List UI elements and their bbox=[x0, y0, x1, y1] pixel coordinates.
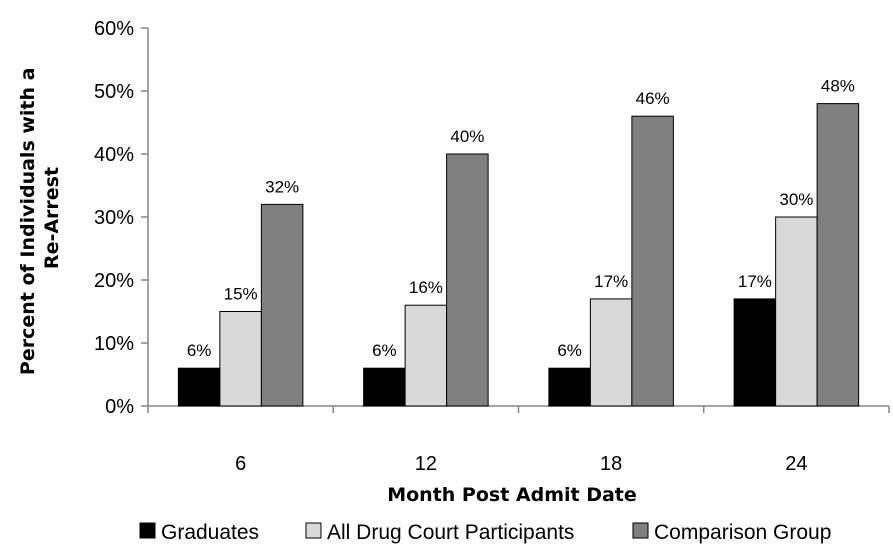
bar bbox=[589, 298, 633, 407]
x-axis: 6 12 18 24 bbox=[147, 405, 890, 475]
y-tick-label: 10% bbox=[94, 333, 134, 355]
data-label: 30% bbox=[779, 190, 813, 209]
data-label: 48% bbox=[821, 77, 855, 96]
legend-label: All Drug Court Participants bbox=[327, 521, 574, 544]
data-label: 15% bbox=[224, 285, 258, 304]
bar bbox=[177, 367, 221, 407]
y-axis: 0% 10% 20% 30% 40% 50% 60% bbox=[94, 18, 149, 418]
bar bbox=[548, 367, 591, 407]
bar bbox=[631, 115, 674, 407]
y-tick-label: 40% bbox=[94, 144, 134, 166]
data-label: 16% bbox=[409, 278, 443, 297]
bar bbox=[260, 203, 304, 407]
y-axis-title-line-1: Percent of Individuals with a bbox=[17, 68, 39, 376]
data-label: 6% bbox=[557, 341, 582, 360]
data-label: 6% bbox=[187, 341, 212, 360]
y-axis-title-line-2: Re-Arrest bbox=[41, 167, 63, 269]
legend-label: Comparison Group bbox=[654, 521, 831, 544]
legend-label: Graduates bbox=[161, 521, 259, 544]
bar bbox=[816, 103, 860, 407]
data-label: 6% bbox=[372, 341, 397, 360]
data-label: 17% bbox=[594, 272, 628, 291]
x-tick-label: 6 bbox=[235, 453, 246, 475]
y-tick-label: 60% bbox=[94, 18, 134, 40]
y-tick-label: 30% bbox=[94, 207, 134, 229]
x-tick-label: 18 bbox=[600, 453, 622, 475]
data-label: 17% bbox=[738, 272, 772, 291]
data-label: 32% bbox=[265, 177, 299, 196]
x-axis-title: Month Post Admit Date bbox=[387, 484, 637, 506]
y-tick-label: 50% bbox=[94, 81, 134, 103]
bar bbox=[404, 304, 448, 407]
data-label: 40% bbox=[450, 127, 484, 146]
data-labels: 6% 15% 32% 6% 16% 40% 6% 17% 46% 17% 30% 48% bbox=[187, 77, 855, 361]
bar bbox=[775, 216, 818, 407]
bar bbox=[446, 153, 489, 407]
legend: Graduates All Drug Court Participants Comp… bbox=[139, 521, 831, 544]
y-axis-title: Percent of Individuals with a Re-Arrest bbox=[17, 61, 63, 375]
y-tick-label: 0% bbox=[105, 396, 134, 418]
x-tick-label: 24 bbox=[785, 453, 807, 475]
bar bbox=[219, 311, 262, 407]
y-tick-label: 20% bbox=[94, 270, 134, 292]
x-tick-label: 12 bbox=[415, 453, 437, 475]
bar bbox=[733, 298, 777, 407]
data-label: 46% bbox=[636, 89, 670, 108]
legend-swatch bbox=[139, 522, 156, 539]
legend-swatch bbox=[305, 522, 322, 539]
legend-swatch bbox=[632, 522, 649, 539]
bar bbox=[363, 367, 406, 407]
bars bbox=[177, 103, 860, 407]
